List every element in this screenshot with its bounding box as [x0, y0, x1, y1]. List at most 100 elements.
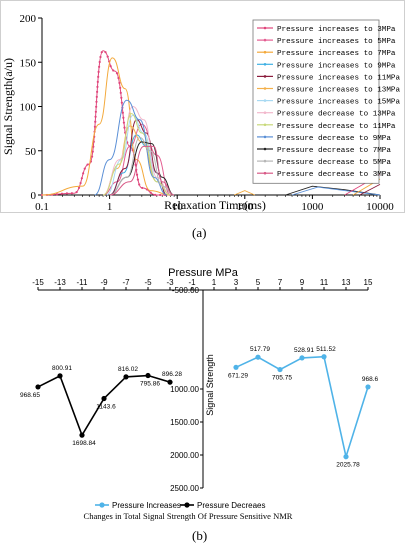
- series-marker-1: [100, 51, 103, 54]
- x-tick-label: -7: [122, 278, 130, 287]
- chart-b: Pressure MPa-15 -13 -11 -9 -7 -5 -3 -1 1 3 5 7 9 11 13…: [20, 267, 378, 521]
- x-tick-label: 5: [256, 278, 261, 287]
- x-axis-title: Relaxation Time(ms): [164, 198, 266, 212]
- data-label: 968.65: [20, 392, 40, 399]
- x-tick-label: -1: [188, 278, 196, 287]
- legend-label: Pressure decrease to 7MPa: [277, 147, 391, 155]
- legend-marker: [263, 75, 267, 78]
- y-tick-label: 50: [25, 146, 37, 158]
- x-tick-label: 7: [278, 278, 283, 287]
- legend-label: Pressure decrease to 3MPa: [277, 171, 391, 179]
- series-marker-1: [83, 167, 86, 170]
- series-marker-1: [95, 95, 98, 98]
- series-line-3: [41, 57, 171, 196]
- x-tick-label: 11: [320, 278, 329, 287]
- legend-label: Pressure Decreaes: [197, 501, 265, 510]
- x-tick-label: 3: [234, 278, 239, 287]
- x-tick-label: 1000: [301, 201, 324, 213]
- series-marker-1: [92, 145, 95, 148]
- series-marker-1: [60, 192, 64, 195]
- series-marker-1: [120, 96, 123, 99]
- data-label: 1143.6: [96, 403, 116, 410]
- legend-label: Pressure increases to 15MPa: [277, 99, 400, 107]
- data-label: 1698.84: [72, 440, 96, 447]
- series-marker-1: [95, 105, 98, 108]
- series-marker-1: [141, 186, 144, 190]
- series-marker-1: [149, 191, 152, 194]
- legend-marker: [263, 171, 267, 175]
- legend-label: Pressure decrease to 13MPa: [277, 111, 396, 119]
- legend-marker: [263, 38, 267, 42]
- data-label: 671.29: [228, 372, 248, 379]
- legend-label: Pressure increases to 3MPa: [277, 26, 396, 34]
- series-marker-1: [135, 173, 139, 176]
- series-line-13: [109, 145, 175, 196]
- data-label: 511.52: [316, 346, 336, 353]
- legend-label: Pressure decrease to 9MPa: [277, 135, 391, 143]
- series-marker-1: [79, 181, 82, 185]
- data-label: 528.91: [294, 347, 314, 354]
- series-marker-1: [65, 192, 69, 195]
- series-marker-1: [109, 65, 112, 68]
- legend-label: Pressure decrease to 5MPa: [277, 159, 391, 167]
- series-marker-1: [98, 65, 101, 69]
- y-tick-label: 1500.00: [170, 418, 199, 427]
- tail-line-5: [359, 183, 381, 196]
- y-tick-label: -500.00: [172, 286, 200, 295]
- series-marker-1: [93, 125, 97, 128]
- series-marker-1: [120, 101, 123, 104]
- series-marker-1: [97, 70, 100, 73]
- series-marker-1: [75, 191, 78, 194]
- legend: Pressure increases to 3MPa Pressure incre…: [252, 19, 400, 184]
- x-tick-label: -9: [100, 278, 108, 287]
- data-label: 896.28: [162, 371, 182, 378]
- series-marker-1: [80, 177, 83, 180]
- series-marker-1: [94, 110, 97, 113]
- series-marker-1: [122, 121, 126, 124]
- series-marker-1: [119, 91, 122, 94]
- data-point: [79, 432, 85, 438]
- series-marker-1: [112, 69, 115, 72]
- series-marker-1: [99, 55, 102, 59]
- y-tick-label: 200: [20, 13, 37, 25]
- y-axis-title: Signal Strength(a/u): [1, 58, 15, 155]
- series-marker-1: [82, 172, 85, 175]
- series-marker-1: [123, 126, 126, 129]
- x-tick-label: 1: [107, 201, 113, 213]
- legend-marker: [263, 99, 267, 102]
- legend-marker: [263, 26, 267, 30]
- series-marker-1: [115, 72, 119, 75]
- legend-marker: [263, 123, 267, 127]
- legend-frame: [252, 19, 380, 184]
- y-tick-label: 2000.00: [170, 451, 199, 460]
- y-tick-label: 150: [20, 57, 37, 69]
- data-label: 2025.78: [336, 462, 360, 469]
- data-point: [145, 372, 151, 379]
- legend-marker: [263, 111, 267, 114]
- legend-marker: [99, 502, 105, 508]
- series-marker-1: [94, 120, 97, 123]
- x-tick-label: 13: [342, 278, 351, 287]
- legend-label: Pressure Increases: [112, 501, 181, 510]
- y-tick-label: 2500.00: [170, 484, 199, 493]
- data-point: [123, 374, 129, 380]
- legend-label: Pressure increases to 11MPa: [277, 74, 400, 82]
- series-marker-1: [96, 85, 99, 88]
- series-marker-1: [154, 193, 157, 196]
- legend-marker: [263, 63, 267, 66]
- legend-label: Pressure increases to 13MPa: [277, 87, 400, 95]
- legend-marker: [263, 159, 267, 163]
- series-line-1: [235, 355, 369, 460]
- data-label: 705.75: [272, 375, 292, 382]
- panel-label-a: (a): [192, 225, 207, 240]
- series-marker-1: [159, 193, 162, 197]
- tail-line-2: [291, 186, 381, 196]
- series-marker-1: [95, 100, 98, 103]
- x-tick-label: 10: [172, 201, 184, 213]
- series-marker-1: [117, 76, 120, 80]
- data-point: [299, 355, 305, 361]
- data-label: 795.86: [140, 381, 160, 388]
- data-point: [35, 384, 41, 390]
- legend-marker: [263, 87, 267, 90]
